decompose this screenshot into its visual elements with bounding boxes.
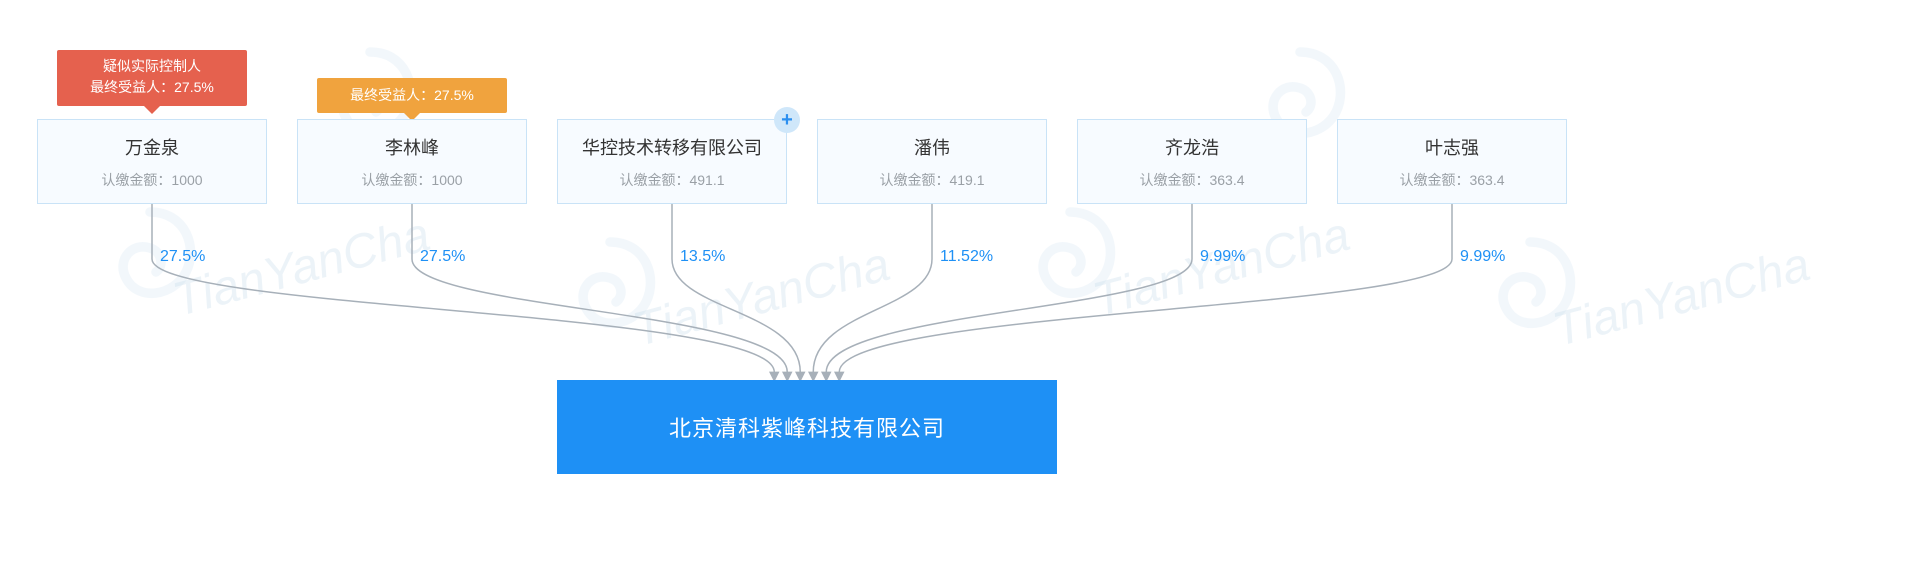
badge-line: 疑似实际控制人 [71,56,233,77]
shareholder-name: 李林峰 [308,134,516,160]
badge-beneficiary: 最终受益人：27.5% [317,78,507,113]
shareholder-sub: 认缴金额：1000 [48,170,256,190]
watermark-text: TianYanCha [1087,207,1355,328]
watermark-swirl [1010,200,1130,320]
shareholder-sub: 认缴金额：363.4 [1348,170,1556,190]
watermark-text: TianYanCha [167,207,435,328]
shareholder-node[interactable]: 万金泉 认缴金额：1000 [37,119,267,204]
target-company[interactable]: 北京清科紫峰科技有限公司 [557,380,1057,474]
shareholder-node[interactable]: 叶志强 认缴金额：363.4 [1337,119,1567,204]
badge-controller: 疑似实际控制人 最终受益人：27.5% [57,50,247,106]
percentage-label: 9.99% [1200,248,1245,266]
percentage-label: 9.99% [1460,248,1505,266]
shareholder-name: 万金泉 [48,134,256,160]
expand-icon[interactable]: + [774,107,800,133]
shareholder-name: 潘伟 [828,134,1036,160]
percentage-label: 27.5% [420,248,465,266]
percentage-label: 27.5% [160,248,205,266]
shareholder-node[interactable]: 李林峰 认缴金额：1000 [297,119,527,204]
shareholder-sub: 认缴金额：363.4 [1088,170,1296,190]
shareholder-sub: 认缴金额：419.1 [828,170,1036,190]
shareholder-sub: 认缴金额：1000 [308,170,516,190]
target-company-name: 北京清科紫峰科技有限公司 [669,411,945,443]
badge-line: 最终受益人：27.5% [71,77,233,98]
shareholder-sub: 认缴金额：491.1 [568,170,776,190]
shareholder-name: 齐龙浩 [1088,134,1296,160]
percentage-label: 13.5% [680,248,725,266]
shareholder-name: 叶志强 [1348,134,1556,160]
watermark-text: TianYanCha [1547,237,1815,358]
shareholder-name: 华控技术转移有限公司 [568,134,776,160]
watermark-swirl [550,230,670,350]
percentage-label: 11.52% [940,248,993,266]
shareholder-node[interactable]: 潘伟 认缴金额：419.1 [817,119,1047,204]
edges-layer [0,0,1920,564]
shareholder-node[interactable]: 齐龙浩 认缴金额：363.4 [1077,119,1307,204]
watermark-text: TianYanCha [627,237,895,358]
badge-line: 最终受益人：27.5% [331,85,493,106]
shareholder-node[interactable]: 华控技术转移有限公司 认缴金额：491.1 [557,119,787,204]
